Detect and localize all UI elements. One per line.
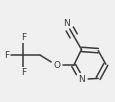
Text: O: O: [53, 61, 60, 70]
Text: F: F: [4, 51, 9, 60]
Text: F: F: [21, 33, 26, 42]
Text: N: N: [78, 75, 84, 84]
Text: F: F: [21, 68, 26, 77]
Text: N: N: [63, 19, 69, 28]
